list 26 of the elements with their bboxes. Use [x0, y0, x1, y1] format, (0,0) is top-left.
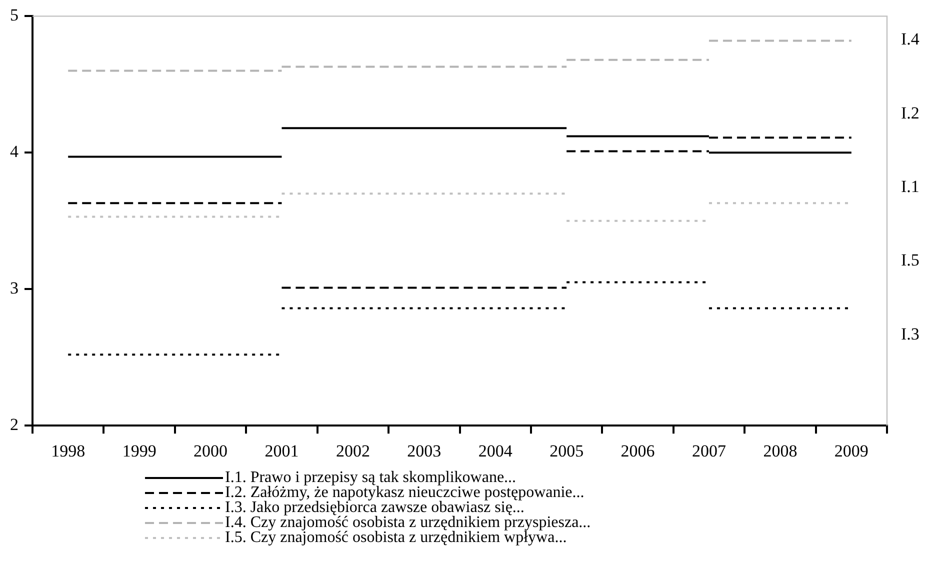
x-tick-label: 2005 [550, 441, 584, 460]
y-tick-label: 2 [10, 415, 18, 434]
x-tick-label: 2009 [834, 441, 868, 460]
text: I.4 [901, 30, 920, 49]
x-tick-label: 2003 [407, 441, 442, 460]
legend-label: I.5. Czy znajomość osobista z urzędnikiem wpływa... [225, 529, 567, 546]
y-tick-label: 3 [10, 278, 18, 298]
y-tick-label: 4 [10, 142, 19, 162]
text: I.1 [901, 177, 920, 196]
y-tick-label: 5 [10, 6, 18, 25]
x-tick-label: 2008 [763, 441, 798, 460]
legend-label: I.2. Załóżmy, że napotykasz nieuczciwe postępowanie... [225, 484, 584, 501]
legend-label: I.4. Czy znajomość osobista z urzędnikiem przyspiesza... [225, 514, 591, 531]
x-tick-label: 2004 [478, 441, 513, 460]
x-tick-label: 2006 [620, 441, 655, 460]
text: I.2 [901, 103, 920, 122]
x-tick-label: 1999 [122, 441, 156, 460]
x-tick-label: 2007 [692, 441, 726, 460]
legend-label: I.1. Prawo i przepisy są tak skomplikowane... [225, 469, 516, 486]
x-tick-label: 1998 [51, 441, 86, 460]
x-tick-label: 2001 [264, 441, 299, 460]
x-tick-label: 2002 [336, 441, 370, 460]
legend-label: I.3. Jako przedsiębiorca zawsze obawiasz się... [225, 499, 524, 516]
text: I.5 [901, 250, 920, 270]
x-tick-label: 2000 [194, 441, 228, 460]
text: I.3 [901, 324, 920, 344]
